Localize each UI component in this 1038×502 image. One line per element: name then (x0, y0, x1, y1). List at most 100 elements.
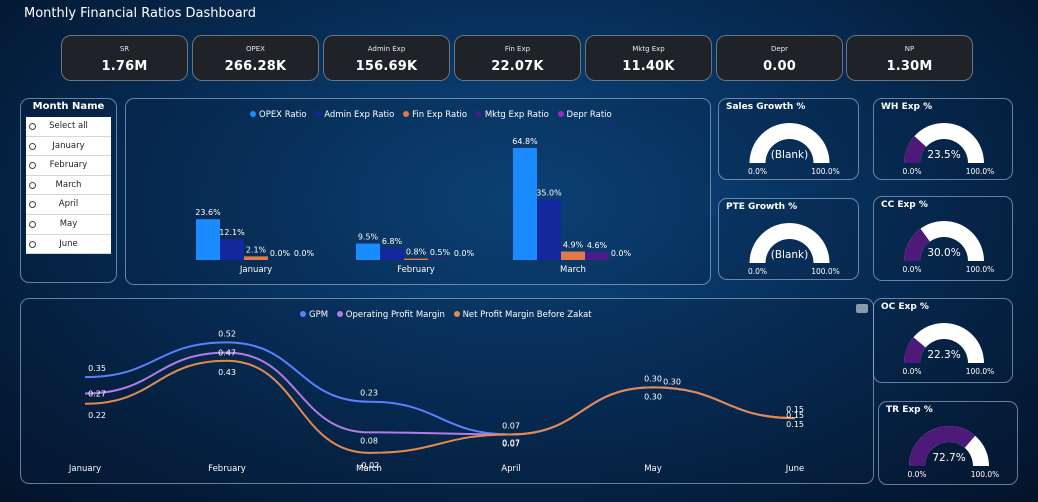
radio-icon (29, 181, 36, 189)
legend-dot-icon (557, 111, 564, 117)
legend-item-admin-exp-ratio[interactable]: Admin Exp Ratio (315, 110, 394, 120)
slicer-item-june[interactable]: June (26, 235, 111, 255)
kpi-card-np[interactable]: NP 1.30M (846, 35, 973, 81)
slicer-title: Month Name (32, 101, 105, 112)
x-tick-label: February (397, 265, 435, 275)
gauge-plot: (Blank) 0.0% 100.0% (748, 123, 840, 176)
bar-chart-legend: OPEX Ratio Admin Exp Ratio Fin Exp Ratio… (250, 110, 618, 120)
expand-icon[interactable] (856, 304, 868, 313)
legend-label: Net Profit Margin Before Zakat (462, 310, 592, 320)
gauge-min-label: 0.0% (902, 265, 921, 274)
line-data-label: 0.27 (88, 390, 106, 399)
kpi-label: SR (119, 45, 130, 53)
bar-data-label: 0.5% (430, 248, 451, 257)
dashboard: Monthly Financial Ratios Dashboard SR 1.… (12, 0, 1024, 502)
legend-label: OPEX Ratio (259, 110, 307, 120)
kpi-card-mktg-exp[interactable]: Mktg Exp 11.40K (585, 35, 712, 81)
gauge-max-label: 100.0% (811, 267, 840, 276)
kpi-card-depr[interactable]: Depr 0.00 (716, 35, 843, 81)
legend-label: Depr Ratio (566, 110, 612, 120)
legend-item-gpm[interactable]: GPM (300, 310, 328, 320)
legend-item-operating-profit-margin[interactable]: Operating Profit Margin (336, 310, 445, 320)
legend-item-net-profit-margin[interactable]: Net Profit Margin Before Zakat (453, 310, 592, 320)
bar-data-label: 2.1% (246, 245, 267, 254)
gauge-fill (904, 337, 926, 363)
legend-label: Fin Exp Ratio (412, 110, 468, 120)
gauge-value-label: 22.3% (927, 349, 960, 361)
gauge-plot: 22.3% 0.0% 100.0% (902, 323, 994, 376)
legend-dot-icon (315, 111, 322, 117)
bar-data-label: 0.0% (454, 249, 475, 258)
kpi-label: Fin Exp (504, 45, 531, 53)
kpi-card-admin-exp[interactable]: Admin Exp 156.69K (323, 35, 450, 81)
legend-dot-icon (453, 311, 460, 317)
line-data-label: 0.07 (502, 438, 520, 447)
line-data-label: 0.15 (786, 405, 804, 414)
legend-dot-icon (403, 111, 410, 117)
slicer-item-select-all[interactable]: Select all (26, 117, 111, 137)
gauge-tr-exp: TR Exp % 72.7% 0.0% 100.0% (878, 401, 1018, 485)
slicer-item-february[interactable]: February (26, 156, 111, 176)
slicer-item-label: Select all (49, 121, 88, 131)
gauge-min-label: 0.0% (902, 167, 921, 176)
legend-dot-icon (300, 311, 306, 317)
line-data-label: 0.52 (218, 329, 236, 338)
bar-0-january (196, 219, 220, 260)
x-tick-label: January (239, 265, 272, 275)
line-data-label: 0.22 (88, 411, 106, 420)
bar-chart-plot: 23.6%12.1%2.1% 0.0% 0.0%January9.5%6.8%0.8… (195, 137, 631, 275)
bar-3-february (428, 259, 452, 260)
line-data-label: 0.08 (360, 436, 378, 445)
line-data-label: 0.35 (88, 364, 106, 373)
slicer-item-may[interactable]: May (26, 215, 111, 235)
gauge-title: CC Exp % (881, 200, 928, 210)
line-data-label: 0.47 (218, 349, 236, 358)
gauge-track (749, 223, 830, 263)
legend-label: Admin Exp Ratio (324, 110, 395, 120)
bar-1-february (380, 248, 404, 260)
line-data-label: 0.30 (644, 374, 662, 383)
bar-data-label: 0.0% (270, 249, 291, 258)
bar-data-label: 23.6% (195, 208, 221, 217)
x-tick-label: June (785, 464, 805, 474)
slicer-item-label: February (49, 160, 88, 171)
gauge-fill (909, 426, 976, 466)
slicer-item-label: January (52, 140, 85, 151)
slicer-item-january[interactable]: January (26, 137, 111, 157)
bar-data-label: 0.0% (294, 249, 315, 258)
bar-0-march (513, 147, 537, 260)
legend-item-fin-exp-ratio[interactable]: Fin Exp Ratio (403, 110, 467, 120)
kpi-value: 156.69K (355, 59, 418, 74)
gauge-value-label: 23.5% (927, 149, 960, 161)
kpi-value: 1.76M (101, 59, 148, 74)
kpi-card-opex[interactable]: OPEX 266.28K (192, 35, 319, 81)
bar-0-february (356, 243, 380, 260)
bar-data-label: 4.6% (587, 241, 608, 250)
radio-icon (29, 240, 36, 248)
gauge-title: Sales Growth % (726, 102, 806, 112)
radio-icon (29, 123, 36, 130)
line-data-label: 0.23 (360, 389, 378, 398)
gauge-plot: 72.7% 0.0% 100.0% (907, 426, 999, 479)
line-data-label: 0.30 (644, 392, 662, 401)
bar-data-label: 4.9% (563, 241, 584, 250)
kpi-card-fin-exp[interactable]: Fin Exp 22.07K (454, 35, 581, 81)
legend-item-mktg-exp-ratio[interactable]: Mktg Exp Ratio (475, 110, 549, 120)
line-data-label: 0.30 (663, 377, 681, 386)
gauge-track (749, 123, 830, 163)
slicer-item-label: May (59, 218, 78, 229)
gauge-min-label: 0.0% (748, 267, 767, 276)
slicer-item-april[interactable]: April (26, 195, 111, 215)
kpi-card-sr[interactable]: SR 1.76M (61, 35, 188, 81)
gauge-value-label: (Blank) (771, 149, 808, 161)
bar-1-march (537, 199, 561, 260)
gauge-fill (904, 228, 930, 261)
gauge-value-label: 72.7% (932, 452, 965, 464)
gauge-title: PTE Growth % (726, 202, 798, 212)
line-data-label: 0.07 (502, 439, 520, 448)
kpi-value: 266.28K (224, 59, 287, 74)
slicer-item-march[interactable]: March (26, 176, 111, 196)
legend-item-opex-ratio[interactable]: OPEX Ratio (250, 110, 307, 120)
legend-item-depr-ratio[interactable]: Depr Ratio (557, 110, 612, 120)
legend-label: Operating Profit Margin (345, 310, 445, 320)
